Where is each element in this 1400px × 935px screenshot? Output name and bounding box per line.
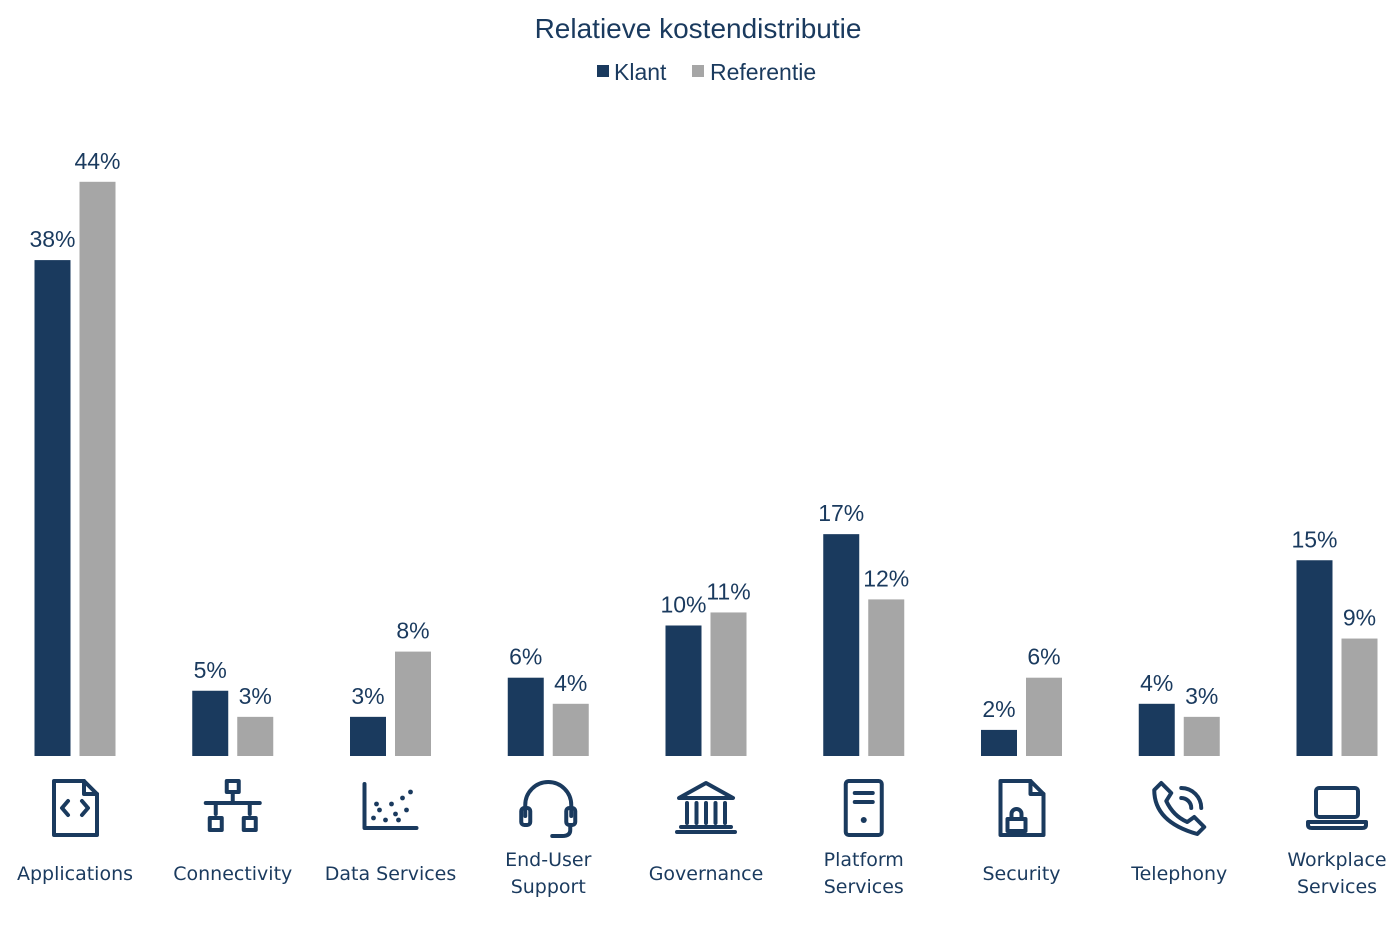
data-labels-layer: 38% 44% 5% 3% 3% 8% 6% 4% 10%11% 17% 12% 2% 6% 4% 3% 15… [29, 148, 1376, 722]
bar-referentie-data-services [395, 651, 431, 756]
legend-swatch-klant [597, 65, 609, 77]
category-label-data-services: Data Services [325, 863, 457, 885]
laptop-icon [1306, 786, 1368, 830]
bar-klant-platform-services [823, 534, 860, 756]
chart-title: Relatieve kostendistributie [535, 13, 862, 44]
category-labels-layer: Applications Connectivity Data Services End… [17, 849, 1387, 898]
category-label-connectivity: Connectivity [173, 863, 292, 885]
bars-layer [34, 181, 1378, 757]
bar-klant-data-services [350, 716, 386, 756]
lock-file-icon [998, 779, 1046, 837]
phone-icon [1152, 781, 1207, 836]
bar-klant-workplace-services [1296, 560, 1333, 756]
bar-referentie-governance [710, 612, 747, 756]
data-label-referentie-applications: 44% [74, 148, 120, 174]
bar-referentie-end-user-support [552, 703, 589, 756]
bar-klant-security [981, 729, 1017, 756]
bar-referentie-applications [79, 181, 116, 757]
category-label-end-user-support: End-User Support [505, 849, 591, 898]
code-file-icon [52, 779, 99, 837]
legend: Klant Referentie [597, 59, 816, 85]
data-label-referentie-security: 6% [1027, 644, 1060, 670]
data-label-referentie-platform-services: 12% [863, 565, 909, 591]
data-label-klant-connectivity: 5% [194, 657, 227, 683]
data-label-referentie-data-services: 8% [396, 618, 429, 644]
data-label-referentie-end-user-support: 4% [554, 670, 587, 696]
data-label-klant-workplace-services: 15% [1291, 526, 1337, 552]
scatter-plot-icon [362, 782, 419, 830]
category-label-security: Security [982, 863, 1060, 885]
bar-klant-telephony [1138, 703, 1175, 756]
data-label-klant-governance: 10% [660, 592, 706, 618]
bar-klant-end-user-support [507, 677, 544, 756]
bar-referentie-workplace-services [1341, 638, 1378, 756]
bar-referentie-connectivity [237, 716, 274, 756]
bar-klant-governance [665, 625, 702, 756]
category-label-platform-services: Platform Services [824, 849, 904, 898]
data-label-klant-data-services: 3% [351, 683, 384, 709]
data-label-klant-telephony: 4% [1140, 670, 1173, 696]
institution-icon [675, 781, 737, 834]
bar-referentie-telephony [1183, 716, 1220, 756]
data-label-klant-security: 2% [982, 696, 1015, 722]
server-icon [843, 779, 884, 837]
data-label-klant-end-user-support: 6% [509, 644, 542, 670]
network-icon [203, 779, 262, 832]
bar-referentie-platform-services [868, 599, 905, 756]
legend-label-referentie: Referentie [710, 59, 816, 85]
bar-referentie-security [1026, 677, 1062, 756]
data-label-referentie-telephony: 3% [1185, 683, 1218, 709]
data-label-klant-applications: 38% [29, 226, 75, 252]
legend-swatch-referentie [692, 65, 704, 77]
category-label-governance: Governance [649, 863, 764, 885]
data-label-klant-platform-services: 17% [818, 500, 864, 526]
bar-klant-connectivity [192, 690, 229, 756]
category-label-workplace-services: Workplace Services [1287, 849, 1386, 898]
data-label-referentie-governance: 11% [706, 578, 750, 604]
bar-klant-applications [34, 260, 71, 756]
category-label-telephony: Telephony [1130, 863, 1227, 885]
data-label-referentie-connectivity: 3% [239, 683, 272, 709]
data-label-referentie-workplace-services: 9% [1343, 605, 1376, 631]
category-label-applications: Applications [17, 863, 133, 885]
headset-icon [519, 780, 578, 838]
category-icons-layer [52, 779, 1368, 838]
legend-label-klant: Klant [614, 59, 667, 85]
